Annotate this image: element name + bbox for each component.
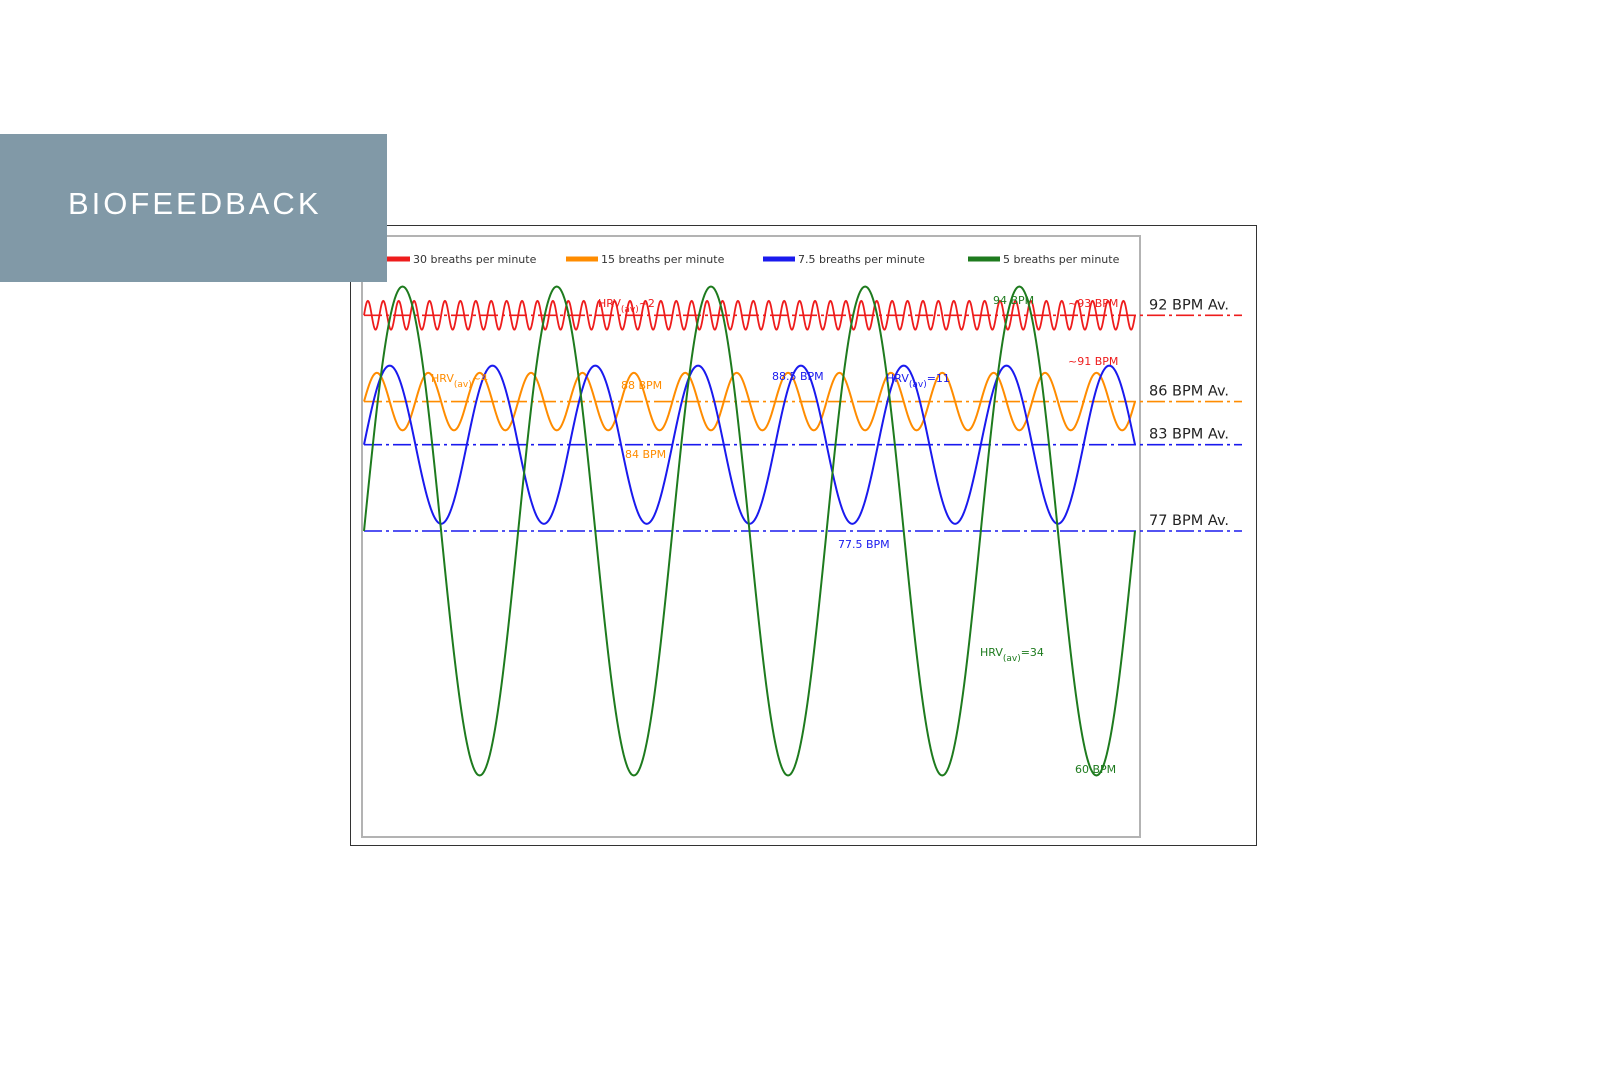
- average-label: 92 BPM Av.: [1149, 297, 1229, 313]
- banner-title: BIOFEEDBACK: [68, 186, 322, 221]
- annotation-label: 60 BPM: [1075, 763, 1116, 776]
- annotation-label: HRV(av)=11: [886, 372, 950, 390]
- annotation-label: 88 BPM: [621, 379, 662, 392]
- average-label: 86 BPM Av.: [1149, 384, 1229, 400]
- annotation-label: HRV(av)=34: [980, 646, 1044, 664]
- annotation-label: 77.5 BPM: [838, 538, 890, 551]
- annotation-label: 84 BPM: [625, 448, 666, 461]
- annotation-label: 94 BPM: [993, 294, 1034, 307]
- average-label: 83 BPM Av.: [1149, 427, 1229, 443]
- series-line: [363, 299, 1136, 331]
- series-line: [363, 285, 1136, 777]
- legend-label: 30 breaths per minute: [413, 253, 537, 266]
- figure-frame: [350, 225, 1257, 846]
- series-line: [363, 371, 1136, 432]
- annotation-label: 88.5 BPM: [772, 370, 824, 383]
- legend-label: 15 breaths per minute: [601, 253, 725, 266]
- legend: 30 breaths per minute 15 breaths per minu…: [378, 253, 1120, 266]
- annotation-label: HRV(av)~4: [431, 372, 488, 390]
- plot-area-border: [361, 235, 1141, 838]
- annotation-label: ~93 BPM: [1068, 297, 1118, 310]
- annotation-label: ~91 BPM: [1068, 355, 1118, 368]
- series-lines: [363, 285, 1136, 777]
- legend-label: 7.5 breaths per minute: [798, 253, 925, 266]
- title-banner: [0, 134, 387, 282]
- average-label: 77 BPM Av.: [1149, 513, 1229, 529]
- annotation-label: HRV(av)~2: [598, 297, 655, 315]
- legend-label: 5 breaths per minute: [1003, 253, 1120, 266]
- annotations: HRV(av)~2 ~93 BPM ~91 BPM 94 BPM HRV(av)~4 88…: [431, 294, 1118, 776]
